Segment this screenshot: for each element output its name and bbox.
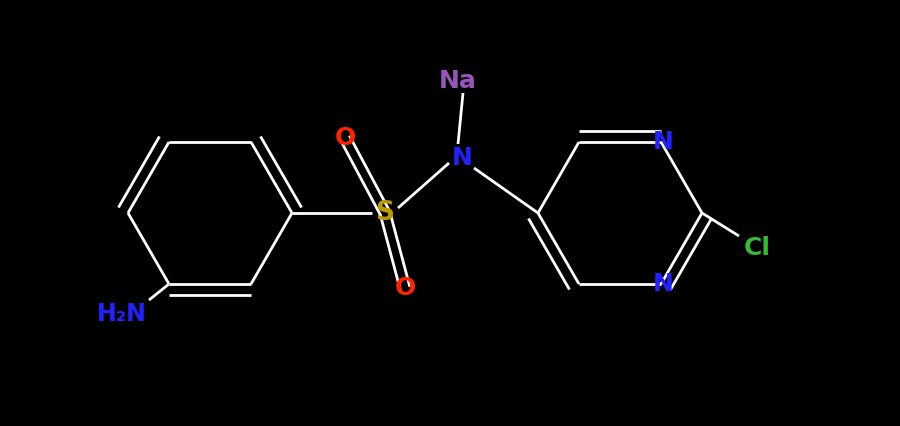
Text: O: O <box>394 276 416 300</box>
Text: N: N <box>652 130 673 154</box>
Text: Cl: Cl <box>743 236 770 260</box>
Text: S: S <box>375 200 394 226</box>
Text: N: N <box>452 146 472 170</box>
Text: O: O <box>335 126 356 150</box>
Text: Na: Na <box>439 69 477 93</box>
Text: N: N <box>652 272 673 296</box>
Text: H₂N: H₂N <box>97 302 147 326</box>
